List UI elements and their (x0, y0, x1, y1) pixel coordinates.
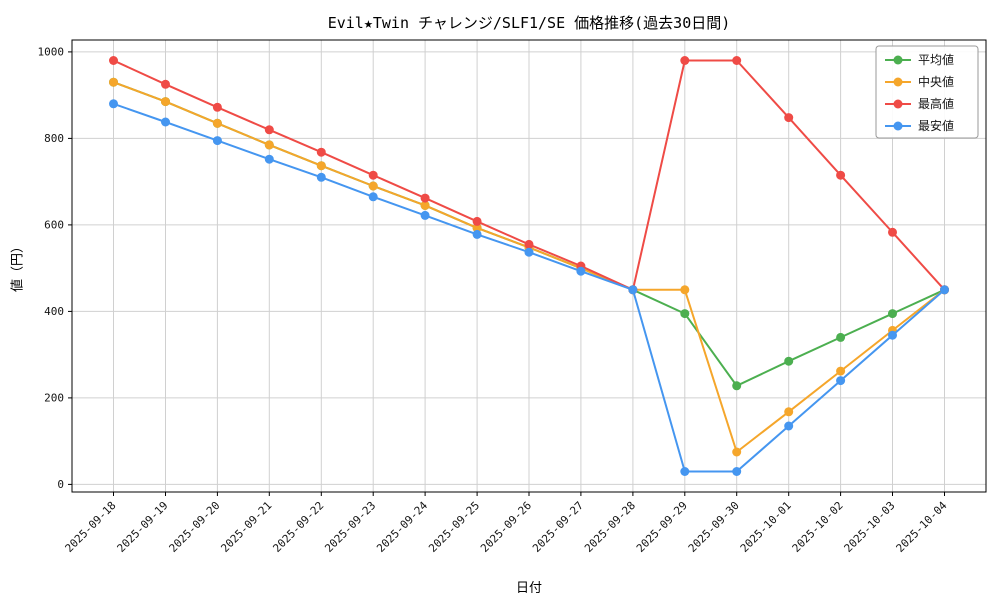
data-point-median (836, 366, 846, 376)
y-axis-label: 値（円） (10, 239, 26, 293)
data-point-min (576, 266, 586, 276)
data-point-min (680, 467, 690, 476)
data-point-min (316, 172, 326, 182)
tick-marks (68, 51, 945, 496)
svg-text:2025-09-18: 2025-09-18 (63, 499, 119, 555)
svg-text:1000: 1000 (38, 45, 65, 58)
data-point-max (888, 227, 897, 237)
legend-marker-icon (893, 77, 903, 87)
svg-text:800: 800 (44, 132, 64, 145)
data-point-average (732, 381, 742, 391)
svg-text:2025-10-03: 2025-10-03 (842, 499, 898, 555)
data-point-median (368, 181, 378, 191)
data-point-median (109, 77, 118, 87)
svg-text:2025-09-19: 2025-09-19 (115, 499, 171, 555)
data-point-max (264, 125, 274, 135)
svg-text:2025-10-01: 2025-10-01 (738, 499, 794, 555)
svg-text:200: 200 (44, 391, 64, 404)
legend-marker-icon (893, 55, 903, 65)
legend-label: 最安値 (918, 118, 954, 133)
plot-border (71, 39, 987, 493)
chart-title: Evil★Twin チャレンジ/SLF1/SE 価格推移(過去30日間) (327, 14, 731, 32)
data-point-max (161, 79, 170, 89)
data-point-max (472, 216, 482, 226)
data-point-min (940, 285, 949, 295)
svg-text:2025-10-04: 2025-10-04 (894, 499, 950, 555)
data-point-median (161, 97, 170, 107)
data-point-min (472, 229, 482, 239)
legend-marker-icon (893, 121, 903, 131)
svg-text:2025-09-29: 2025-09-29 (634, 499, 690, 555)
series-min (109, 99, 949, 476)
data-point-average (680, 309, 690, 319)
legend-label: 中央値 (918, 74, 954, 89)
data-point-max (420, 193, 430, 203)
data-point-max (784, 113, 794, 123)
data-point-median (680, 285, 690, 295)
data-point-min (420, 210, 430, 220)
data-point-min (784, 421, 794, 431)
data-point-min (732, 467, 742, 476)
legend-item-min: 最安値 (885, 118, 954, 133)
x-tick-labels: 2025-09-182025-09-192025-09-202025-09-21… (63, 499, 950, 555)
svg-text:2025-09-28: 2025-09-28 (582, 499, 638, 555)
data-point-median (784, 407, 794, 417)
legend-box (875, 45, 979, 139)
data-point-max (836, 170, 846, 180)
data-point-median (472, 223, 482, 233)
data-point-min (888, 330, 897, 340)
x-axis-label: 日付 (515, 581, 542, 596)
svg-text:400: 400 (44, 305, 64, 318)
svg-text:2025-09-24: 2025-09-24 (374, 499, 430, 555)
data-point-median (316, 161, 326, 171)
legend-item-max: 最高値 (885, 96, 954, 111)
svg-text:600: 600 (44, 218, 64, 231)
grid-lines (72, 40, 986, 492)
data-point-max (732, 56, 742, 65)
y-tick-labels: 0 200 400 600 800 1000 (38, 45, 65, 491)
svg-text:2025-09-30: 2025-09-30 (686, 499, 742, 555)
data-point-min (161, 117, 170, 127)
svg-text:2025-09-22: 2025-09-22 (270, 499, 326, 555)
svg-text:2025-10-02: 2025-10-02 (790, 499, 846, 555)
legend-item-average: 平均値 (885, 52, 954, 67)
data-point-min (628, 285, 638, 295)
data-point-min (368, 192, 378, 202)
svg-text:2025-09-23: 2025-09-23 (322, 499, 378, 555)
data-point-average (836, 332, 846, 342)
legend-marker-icon (893, 99, 903, 109)
data-point-average (784, 356, 794, 366)
data-point-median (732, 447, 742, 457)
data-point-max (368, 170, 378, 180)
data-point-max (316, 147, 326, 157)
data-point-median (420, 200, 430, 210)
data-point-min (109, 99, 118, 109)
legend-label: 平均値 (918, 52, 954, 67)
data-point-average (888, 309, 897, 319)
data-point-min (212, 136, 222, 146)
svg-text:2025-09-21: 2025-09-21 (218, 499, 274, 555)
data-point-median (264, 140, 274, 150)
svg-text:2025-09-27: 2025-09-27 (530, 499, 586, 555)
svg-text:2025-09-25: 2025-09-25 (426, 499, 482, 555)
svg-text:2025-09-26: 2025-09-26 (478, 499, 534, 555)
svg-text:2025-09-20: 2025-09-20 (166, 499, 222, 555)
legend-item-median: 中央値 (885, 74, 954, 89)
svg-text:0: 0 (57, 478, 64, 491)
data-point-max (524, 239, 534, 249)
data-point-min (524, 247, 534, 257)
data-point-min (836, 376, 846, 386)
data-point-min (264, 154, 274, 164)
legend-label: 最高値 (918, 96, 954, 111)
data-point-median (212, 118, 222, 128)
data-point-max (212, 102, 222, 112)
data-point-max (680, 56, 690, 65)
data-point-max (109, 56, 118, 65)
